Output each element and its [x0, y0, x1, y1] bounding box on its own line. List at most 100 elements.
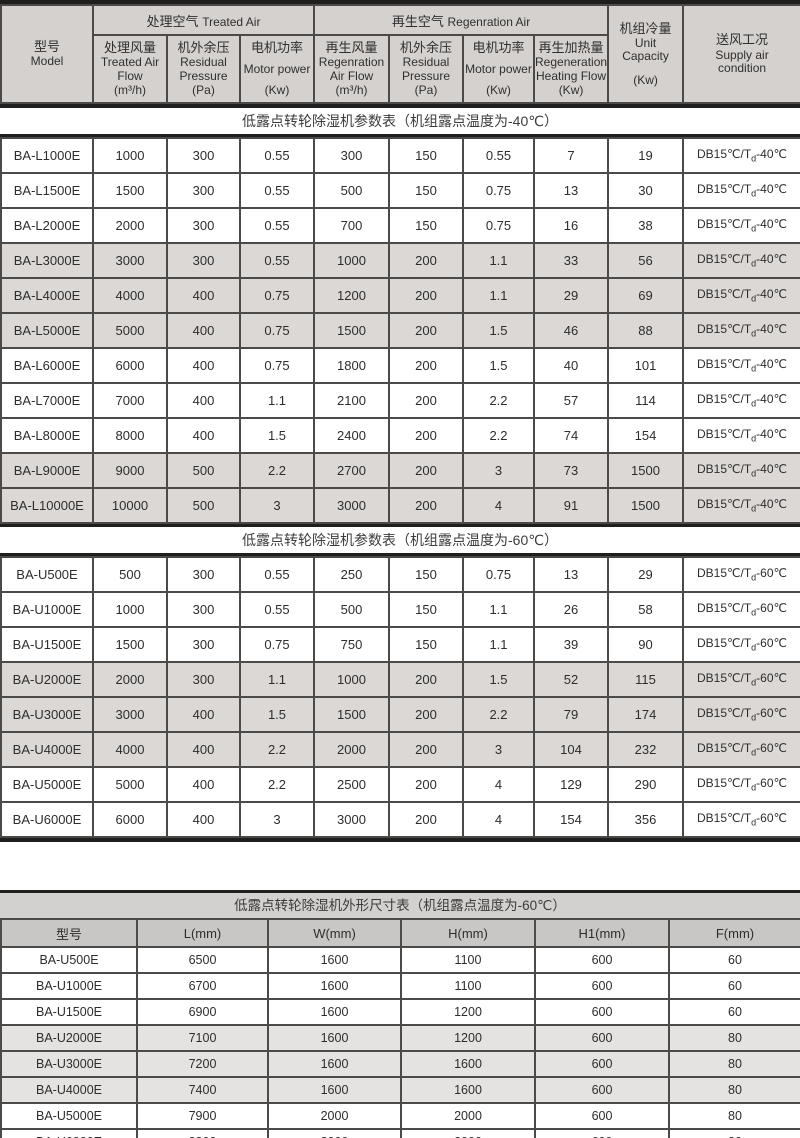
dim-col-header: 型号 — [0, 918, 138, 948]
subscript: d — [751, 328, 757, 339]
value-cell: 2.2 — [239, 766, 315, 803]
value-cell: 3 — [462, 452, 535, 489]
subscript: d — [751, 398, 757, 409]
value-cell: 750 — [313, 626, 390, 663]
supply-header-en: Supply air condition — [715, 47, 769, 76]
value-cell: 79 — [533, 696, 609, 733]
subcol-residual-pressure-regen: 机外余压 Residual Pressure (Pa) — [388, 34, 464, 104]
subscript: d — [751, 223, 757, 234]
value-cell: 2400 — [313, 417, 390, 454]
value-cell: 1500 — [313, 696, 390, 733]
dim-col-header: H(mm) — [400, 918, 536, 948]
dim-model-cell: BA-U6000E — [0, 1128, 138, 1138]
value-cell: 300 — [166, 556, 241, 593]
value-cell: 300 — [166, 626, 241, 663]
value-cell: 16 — [533, 207, 609, 244]
table-row: BA-U5000E 7900 2000 2000 600 80 — [0, 1102, 800, 1130]
dimension-table-title: 低露点转轮除湿机外形尺寸表（机组露点温度为-60℃） — [0, 890, 800, 918]
value-cell: 300 — [166, 207, 241, 244]
value-cell: 300 — [166, 591, 241, 628]
model-header-en: Model — [30, 54, 64, 69]
value-cell: 10000 — [92, 487, 168, 524]
supply-condition-cell: DB15℃/Td-60℃ — [682, 766, 800, 803]
dim-value-cell: 80 — [668, 1128, 800, 1138]
dim-value-cell: 1600 — [267, 1076, 402, 1104]
value-cell: 200 — [388, 452, 464, 489]
dim-col-header: F(mm) — [668, 918, 800, 948]
value-cell: 5000 — [92, 766, 168, 803]
model-cell: BA-L6000E — [0, 347, 94, 384]
dim-value-cell: 6500 — [136, 946, 269, 974]
value-cell: 200 — [388, 696, 464, 733]
subscript: d — [751, 293, 757, 304]
value-cell: 1000 — [92, 591, 168, 628]
value-cell: 400 — [166, 696, 241, 733]
model-cell: BA-U1000E — [0, 591, 94, 628]
value-cell: 114 — [607, 382, 684, 419]
dim-value-cell: 1600 — [267, 946, 402, 974]
dim-value-cell: 2000 — [267, 1128, 402, 1138]
table-row: BA-L4000E 4000 400 0.75 1200 200 1.1 29 69 DB15℃/… — [0, 277, 800, 314]
value-cell: 400 — [166, 417, 241, 454]
value-cell: 19 — [607, 137, 684, 174]
dim-model-cell: BA-U500E — [0, 946, 138, 974]
supply-condition-cell: DB15℃/Td-40℃ — [682, 277, 800, 314]
model-cell: BA-U2000E — [0, 661, 94, 698]
value-cell: 400 — [166, 731, 241, 768]
value-cell: 1.1 — [462, 591, 535, 628]
table-row: BA-U5000E 5000 400 2.2 2500 200 4 129 290 DB15℃/T… — [0, 766, 800, 803]
value-cell: 7 — [533, 137, 609, 174]
supply-condition-cell: DB15℃/Td-40℃ — [682, 487, 800, 524]
table-row: BA-U2000E 2000 300 1.1 1000 200 1.5 52 115 DB15℃/… — [0, 661, 800, 698]
value-cell: 1500 — [92, 626, 168, 663]
value-cell: 200 — [388, 312, 464, 349]
value-cell: 150 — [388, 137, 464, 174]
table-row: BA-U1500E 1500 300 0.75 750 150 1.1 39 90 DB15℃/T… — [0, 626, 800, 663]
supply-condition-cell: DB15℃/Td-60℃ — [682, 626, 800, 663]
value-cell: 0.55 — [239, 556, 315, 593]
supply-condition-cell: DB15℃/Td-40℃ — [682, 417, 800, 454]
dim-value-cell: 600 — [534, 1102, 670, 1130]
value-cell: 1.5 — [239, 696, 315, 733]
group-zh: 再生空气 — [391, 13, 444, 29]
table-row: BA-L6000E 6000 400 0.75 1800 200 1.5 40 101 DB15℃… — [0, 347, 800, 384]
dim-value-cell: 7100 — [136, 1024, 269, 1052]
table-row: BA-U500E 6500 1600 1100 600 60 — [0, 946, 800, 974]
dim-value-cell: 2000 — [400, 1128, 536, 1138]
value-cell: 73 — [533, 452, 609, 489]
subscript: d — [751, 782, 757, 793]
value-cell: 52 — [533, 661, 609, 698]
value-cell: 154 — [607, 417, 684, 454]
supply-condition-cell: DB15℃/Td-40℃ — [682, 347, 800, 384]
dimension-header-row: 型号 L(mm) W(mm) H(mm) H1(mm) F(mm) — [0, 918, 800, 948]
value-cell: 0.75 — [462, 556, 535, 593]
table-row: BA-U1000E 6700 1600 1100 600 60 — [0, 972, 800, 1000]
subscript: d — [751, 188, 757, 199]
spec-table-minus40: BA-L1000E 1000 300 0.55 300 150 0.55 7 19 DB15℃/T… — [0, 137, 800, 524]
table-row: BA-U500E 500 300 0.55 250 150 0.75 13 29 DB15℃/Td… — [0, 556, 800, 593]
supply-condition-cell: DB15℃/Td-60℃ — [682, 731, 800, 768]
table-row: BA-U2000E 7100 1600 1200 600 80 — [0, 1024, 800, 1052]
value-cell: 0.75 — [239, 347, 315, 384]
subscript: d — [751, 712, 757, 723]
value-cell: 4 — [462, 766, 535, 803]
dimension-table-section: 低露点转轮除湿机外形尺寸表（机组露点温度为-60℃） 型号 L(mm) W(mm) H… — [0, 890, 800, 1138]
value-cell: 200 — [388, 801, 464, 838]
value-cell: 3 — [239, 801, 315, 838]
table-row: BA-L1000E 1000 300 0.55 300 150 0.55 7 19 DB15℃/T… — [0, 137, 800, 174]
value-cell: 356 — [607, 801, 684, 838]
model-cell: BA-L5000E — [0, 312, 94, 349]
value-cell: 7000 — [92, 382, 168, 419]
dim-value-cell: 60 — [668, 972, 800, 1000]
dim-value-cell: 1600 — [267, 998, 402, 1026]
value-cell: 2000 — [92, 207, 168, 244]
table-row: BA-U4000E 7400 1600 1600 600 80 — [0, 1076, 800, 1104]
model-header-zh: 型号 — [33, 39, 60, 55]
value-cell: 200 — [388, 242, 464, 279]
value-cell: 200 — [388, 382, 464, 419]
dim-model-cell: BA-U4000E — [0, 1076, 138, 1104]
dim-col-header: L(mm) — [136, 918, 269, 948]
value-cell: 4000 — [92, 731, 168, 768]
supply-condition-cell: DB15℃/Td-60℃ — [682, 696, 800, 733]
